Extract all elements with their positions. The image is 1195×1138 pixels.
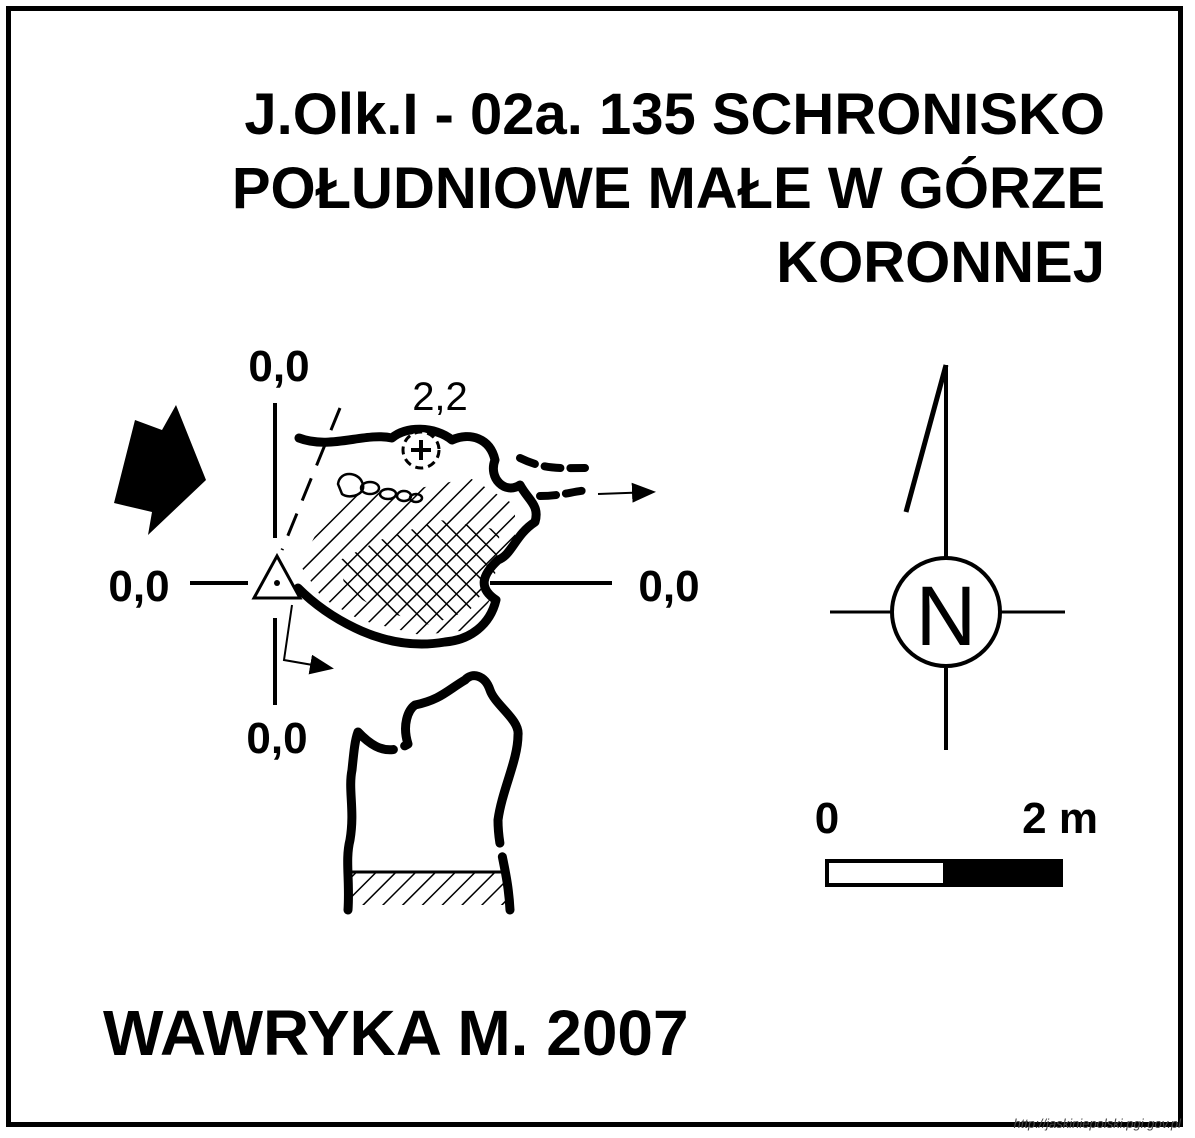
station-dot <box>274 580 280 586</box>
cave-plan-outline <box>293 424 541 649</box>
boulders <box>336 472 424 504</box>
station-triangle-icon <box>251 552 303 600</box>
north-arrow-icon <box>830 364 1065 750</box>
height-label-point: 2,2 <box>412 375 468 419</box>
section-direction-arrow <box>282 604 334 675</box>
passage-dashed <box>516 454 589 473</box>
title-line-2: POŁUDNIOWE MAŁE W GÓRZE <box>231 156 1105 221</box>
author-label: WAWRYKA M. 2007 <box>103 997 689 1069</box>
passage-dashed-lower <box>536 486 592 500</box>
height-label-left: 0,0 <box>108 562 169 611</box>
height-label-right: 0,0 <box>638 562 699 611</box>
floor-hatch-plan-cross <box>340 520 500 625</box>
scale-bar-white <box>825 859 947 887</box>
height-label-top: 0,0 <box>248 342 309 391</box>
height-label-bottom: 0,0 <box>246 714 307 763</box>
entrance-arrow-icon <box>114 405 206 535</box>
scale-bar-black <box>943 859 1063 887</box>
passage-direction-arrow <box>597 482 656 503</box>
compass-letter: N <box>916 569 977 663</box>
title-line-1: J.Olk.I - 02a. 135 SCHRONISKO <box>244 82 1105 147</box>
floor-hatch-section <box>348 872 505 905</box>
scale-end-label: 2 m <box>1022 794 1098 843</box>
dripline <box>280 407 342 551</box>
source-url: http://jaskiniepolski.pgi.gov.pl <box>1013 1116 1181 1131</box>
map-frame <box>6 6 1183 1127</box>
title-line-3: KORONNEJ <box>776 230 1105 295</box>
scale-start-label: 0 <box>815 794 839 843</box>
cave-section-outline <box>343 671 523 915</box>
